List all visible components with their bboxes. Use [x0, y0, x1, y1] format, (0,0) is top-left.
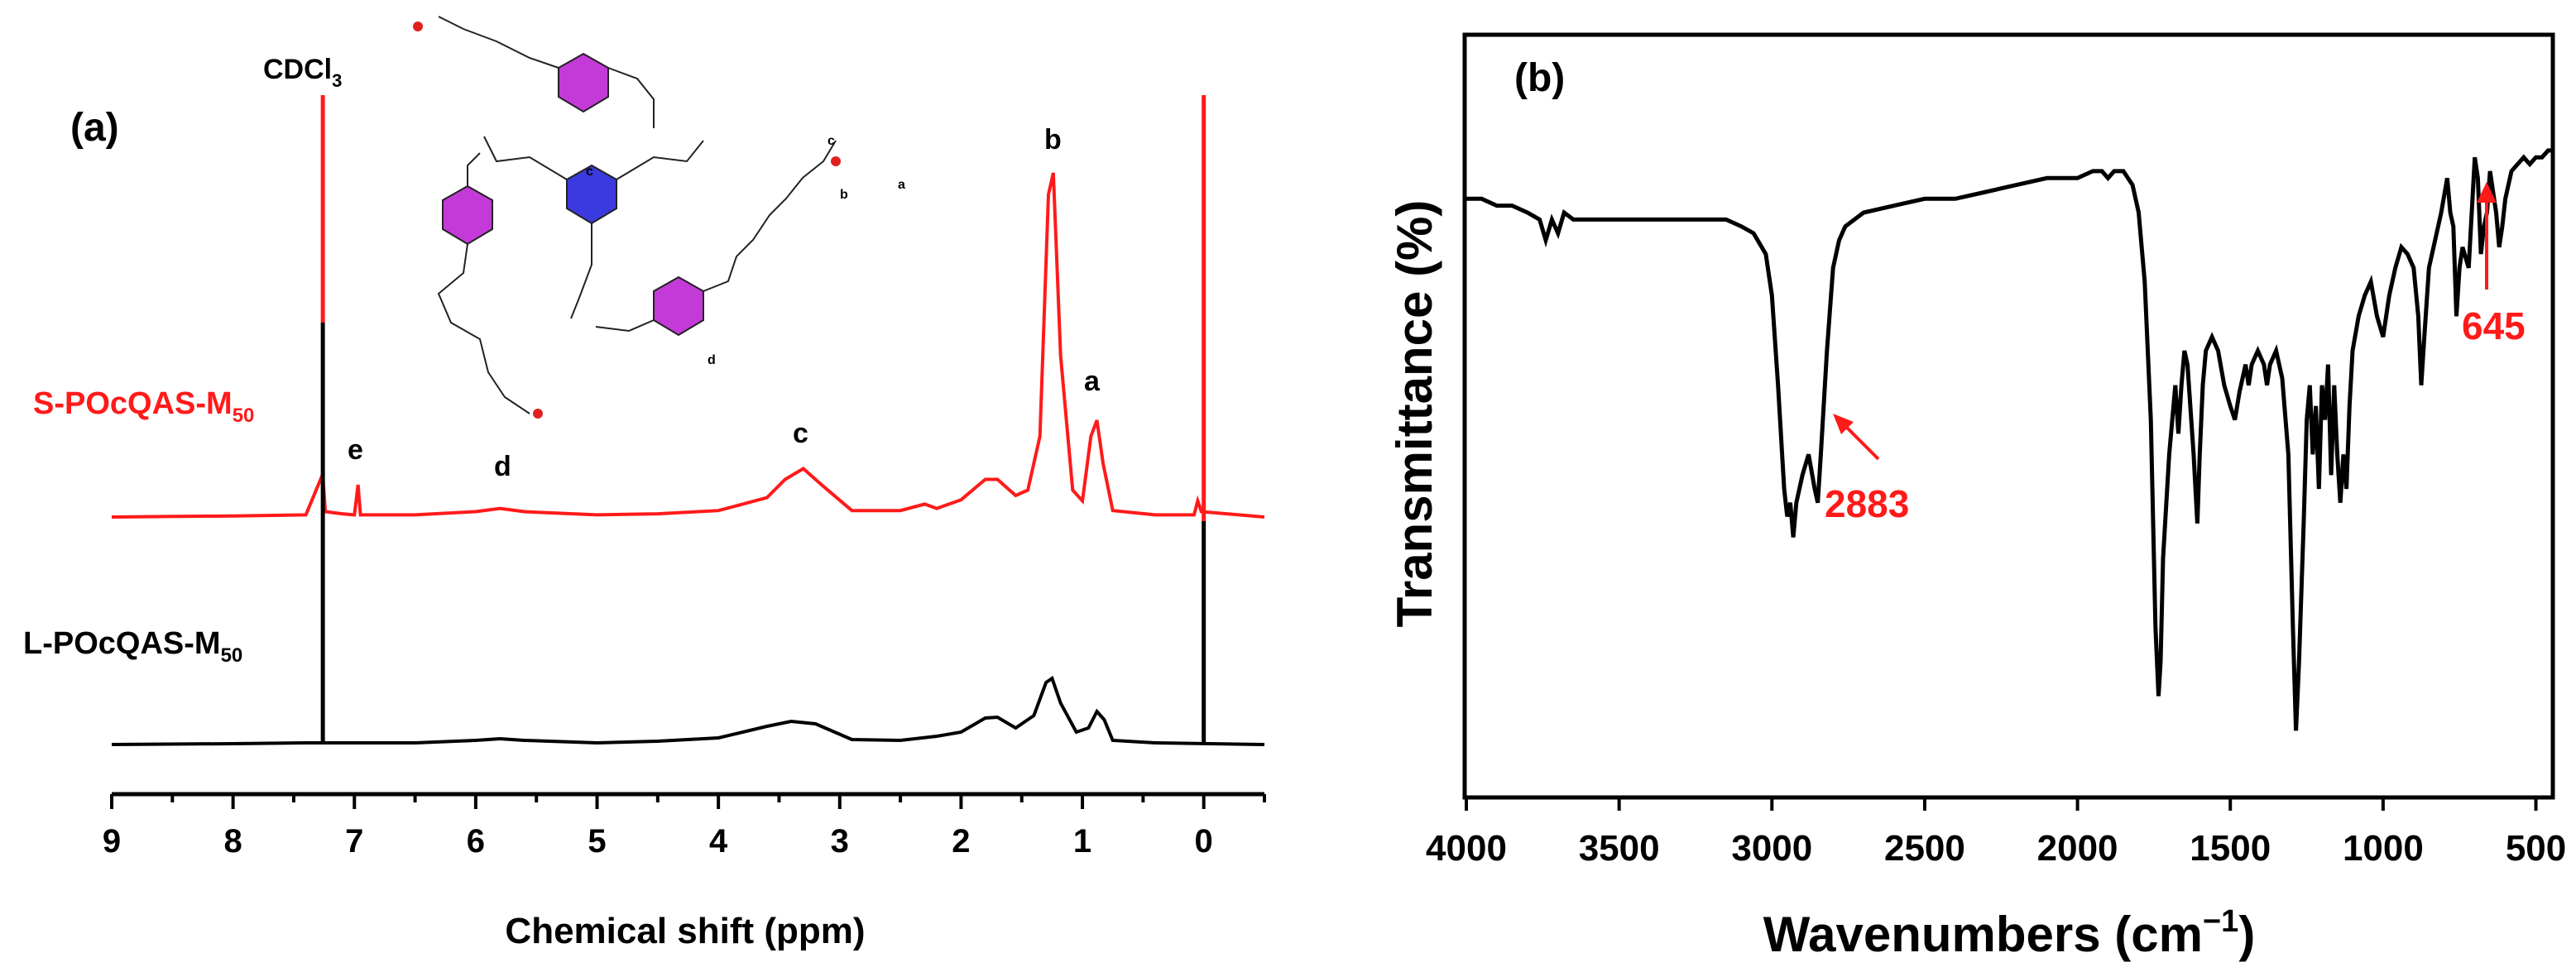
- annotation-2883-arrowhead: [1833, 414, 1854, 434]
- panel-a-label: (a): [70, 106, 119, 150]
- ftir-x-tick-label: 2500: [1884, 828, 1965, 869]
- ftir-y-axis-title: Transmittance (%): [1387, 200, 1442, 628]
- ftir-x-tick-label: 1000: [2343, 828, 2424, 869]
- benzene-ring-bottom: [653, 275, 704, 337]
- nmr-x-tick-label: 1: [1073, 823, 1091, 859]
- panel-b-label: (b): [1514, 56, 1565, 100]
- nmr-x-axis-title: Chemical shift (ppm): [505, 911, 865, 951]
- series-label-s: S-POcQAS-M50: [33, 386, 254, 427]
- nmr-x-ticks: 9 8 7 6 5 4 3 2 1 0: [103, 794, 1266, 859]
- ftir-plot-frame: [1462, 32, 2555, 800]
- structure-label-c: c: [586, 165, 593, 179]
- ftir-x-tick-label: 1500: [2190, 828, 2271, 869]
- nmr-panel: (a) 9 8 7 6 5 4 3 2 1 0 Chemical shift (ppm) S-PO…: [23, 16, 1266, 951]
- chemical-structure-inset: c d c b a: [413, 16, 905, 419]
- ftir-x-tick-label: 3500: [1579, 828, 1660, 869]
- nmr-x-tick-label: 4: [709, 823, 728, 859]
- nmr-x-tick-label: 0: [1195, 823, 1213, 859]
- peak-label-d: d: [494, 451, 511, 482]
- annotation-2883-label: 2883: [1825, 482, 1909, 525]
- annotation-645-label: 645: [2462, 304, 2526, 347]
- structure-label-d: d: [708, 353, 716, 367]
- ftir-x-ticks: 4000 3500 3000 2500 2000 1500 1000 500: [1426, 797, 2566, 869]
- annotation-645-arrowhead: [2477, 182, 2497, 203]
- structure-bonds: [437, 16, 837, 414]
- nmr-x-tick-label: 6: [467, 823, 485, 859]
- ftir-x-tick-label: 4000: [1426, 828, 1507, 869]
- nmr-x-tick-label: 9: [103, 823, 121, 859]
- ftir-x-tick-label: 3000: [1731, 828, 1812, 869]
- nmr-x-tick-label: 7: [345, 823, 363, 859]
- nmr-series-s-line: [111, 172, 1265, 519]
- structure-label-a: a: [898, 178, 905, 192]
- ftir-spectrum-line: [1466, 148, 2551, 731]
- ftir-panel: (b) 4000 3500 3000 2500 2000 1500 1000 500 Wave…: [1387, 32, 2566, 962]
- ftir-x-tick-label: 500: [2506, 828, 2566, 869]
- peak-label-c: c: [793, 418, 808, 449]
- peak-label-a: a: [1084, 366, 1101, 397]
- peak-label-cdcl3: CDCl3: [263, 54, 342, 91]
- ammonium-groups: [413, 22, 841, 419]
- ftir-x-axis-title: Wavenumbers (cm−1): [1763, 904, 2256, 962]
- structure-label-b: b: [840, 188, 848, 202]
- nmr-x-tick-label: 2: [952, 823, 970, 859]
- nmr-series-l-line: [111, 675, 1265, 746]
- ftir-x-tick-label: 2000: [2037, 828, 2118, 869]
- peak-label-b: b: [1044, 124, 1062, 156]
- benzene-ring-left: [442, 184, 493, 246]
- structure-label-c2: c: [827, 134, 835, 148]
- peak-label-e: e: [348, 434, 363, 466]
- nmr-x-tick-label: 8: [224, 823, 242, 859]
- nmr-x-tick-label: 3: [831, 823, 849, 859]
- series-label-l: L-POcQAS-M50: [23, 626, 242, 667]
- benzene-ring-top: [558, 52, 609, 113]
- nmr-x-tick-label: 5: [588, 823, 606, 859]
